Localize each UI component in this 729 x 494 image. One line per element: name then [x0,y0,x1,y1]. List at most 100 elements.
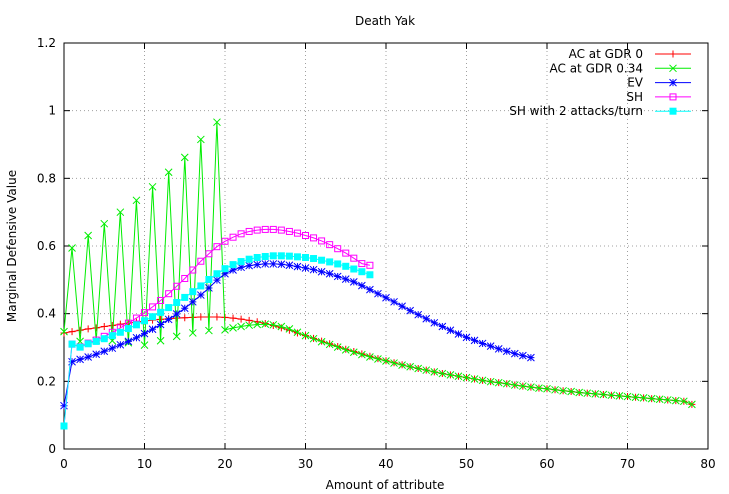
data-point [470,375,479,383]
data-point [229,324,237,332]
y-axis-label: Marginal Defensive Value [5,170,19,322]
data-point [334,245,342,253]
data-point [189,313,197,321]
x-tick-label: 60 [539,457,554,471]
data-point [543,384,551,393]
series-2 [60,118,696,409]
data-point [197,257,205,265]
data-point [310,255,318,263]
data-point [196,291,205,299]
data-point [173,299,181,307]
data-point [502,379,511,388]
data-point [188,297,197,306]
data-point [221,265,229,273]
data-point [325,269,334,278]
data-point [245,321,254,330]
data-point [349,348,358,357]
data-point [382,293,390,302]
data-point [454,372,463,381]
chart-title: Death Yak [355,14,415,28]
data-point [229,314,237,322]
data-point [108,322,116,330]
y-tick-label: 0.8 [37,171,56,185]
x-tick-label: 40 [378,457,393,471]
data-point [60,422,68,430]
data-point [430,318,439,327]
data-point [310,234,318,242]
data-point [76,326,84,334]
data-point [567,387,576,396]
data-point [357,281,366,290]
data-point [92,337,100,345]
data-point [374,289,382,298]
data-point [301,264,310,272]
y-tick-label: 0.6 [37,239,56,253]
data-point [623,392,632,401]
data-point [559,386,567,395]
data-point [341,346,350,354]
data-point [189,288,197,296]
data-point [639,394,648,402]
legend-swatch-marker [669,107,677,115]
data-point [68,328,76,336]
data-point [334,260,342,268]
data-point [84,340,92,348]
data-point [398,302,406,311]
data-point [100,335,108,343]
data-point [478,339,487,348]
data-point [253,320,262,329]
data-point [326,241,334,249]
data-point [116,208,125,217]
data-point [551,385,559,394]
data-point [141,309,148,317]
data-point [196,135,205,144]
data-point [261,260,270,268]
data-point [366,271,374,279]
legend-label: SH with 2 attacks/turn [509,104,643,118]
data-point [406,306,415,315]
data-point [382,357,390,365]
data-point [302,254,309,262]
data-point [366,285,374,294]
data-point [446,371,455,379]
data-point [430,368,439,376]
legend-label: EV [627,76,644,90]
data-point [342,249,350,257]
data-point [438,369,447,378]
data-point [156,336,165,345]
data-point [92,324,100,332]
data-point [374,355,382,363]
data-point [527,383,535,391]
legend-entry-2: AC at GDR 0.34 [550,61,691,75]
data-point [165,290,173,298]
data-point [140,329,149,338]
data-point [156,320,165,329]
data-point [68,244,76,252]
data-point [229,233,237,241]
data-point [414,310,423,319]
data-point [301,331,310,340]
data-point [157,308,165,316]
data-point [350,265,358,273]
legend-entry-4: SH [626,90,691,104]
data-point [357,350,366,359]
data-point [615,392,624,400]
legend-swatch-marker [669,64,677,73]
series-layer [60,118,696,430]
data-point [462,373,471,382]
data-point [293,328,302,337]
data-point [116,340,125,349]
data-point [414,364,423,373]
data-point [269,320,278,329]
series-5 [60,252,374,430]
data-point [317,267,326,276]
x-tick-label: 20 [217,457,232,471]
data-point [100,323,108,331]
data-point [245,316,253,324]
data-point [205,250,213,258]
y-tick-label: 0.4 [37,307,56,321]
data-point [599,390,608,399]
legend-label: SH [626,90,643,104]
data-point [229,266,237,274]
data-point [494,378,503,387]
